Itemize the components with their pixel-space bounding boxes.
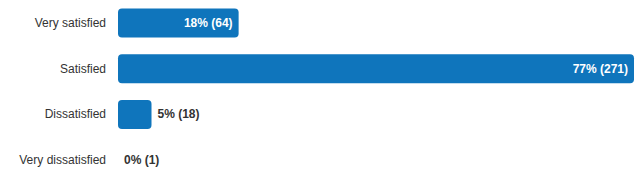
svg-text:Very satisfied: Very satisfied — [35, 16, 106, 30]
svg-text:77% (271): 77% (271) — [573, 62, 628, 76]
svg-text:Satisfied: Satisfied — [60, 62, 106, 76]
svg-text:Dissatisfied: Dissatisfied — [45, 107, 106, 121]
svg-text:5% (18): 5% (18) — [158, 107, 200, 121]
svg-text:18% (64): 18% (64) — [184, 16, 233, 30]
svg-text:Very dissatisfied: Very dissatisfied — [19, 153, 106, 167]
svg-text:0% (1): 0% (1) — [124, 153, 159, 167]
